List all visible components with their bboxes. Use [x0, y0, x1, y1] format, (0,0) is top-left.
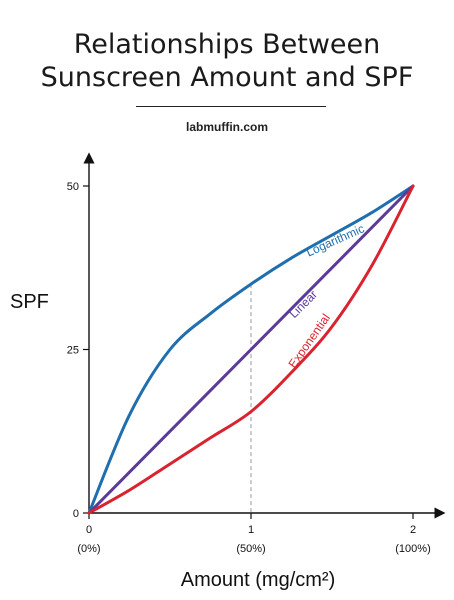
x-axis-title: Amount (mg/cm²) [181, 569, 335, 591]
title-line-1: Relationships Between [73, 29, 381, 60]
source-label: labmuffin.com [185, 120, 268, 134]
series-label-linear: Linear [287, 287, 320, 320]
x-tick-label: 0 [86, 524, 92, 536]
series-line-logarithmic [87, 184, 415, 515]
x-tick-sublabel: (50%) [236, 543, 265, 555]
series-line-linear [87, 184, 415, 515]
x-tick-sublabel: (100%) [395, 543, 430, 555]
y-tick-label: 0 [73, 508, 79, 520]
series-label-exponential: Exponential [286, 311, 333, 370]
title-divider [136, 106, 326, 107]
series-line-exponential [87, 184, 415, 515]
y-tick-label: 50 [67, 181, 79, 193]
chart-title: Relationships Between Sunscreen Amount a… [0, 28, 454, 94]
y-tick-label: 25 [67, 345, 79, 357]
y-axis-title: SPF [10, 291, 49, 313]
x-tick-sublabel: (0%) [77, 543, 100, 555]
x-tick-label: 1 [248, 524, 254, 536]
x-tick-label: 2 [410, 524, 416, 536]
title-line-2: Sunscreen Amount and SPF [40, 62, 414, 93]
